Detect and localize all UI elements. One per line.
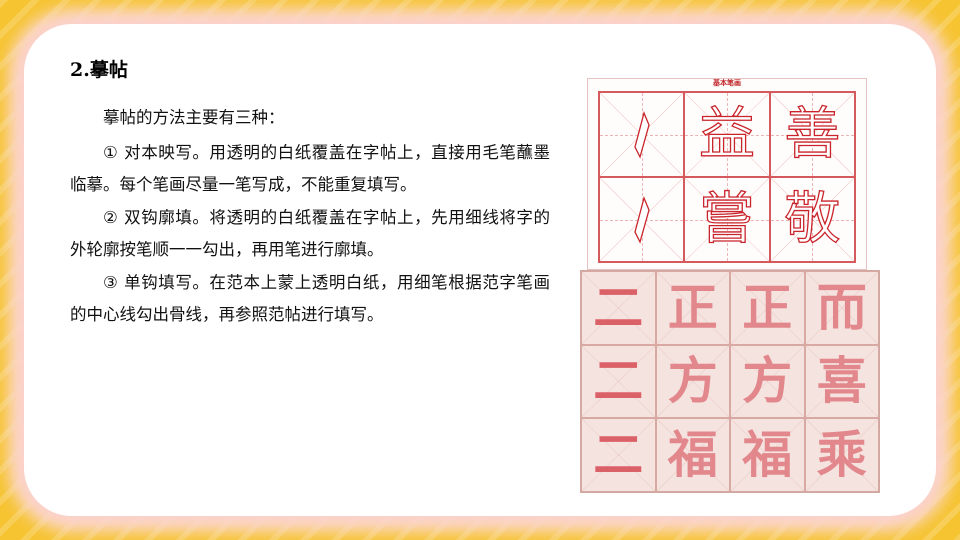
image-caption: 基本笔画 [713,79,741,87]
grid-cell-stroke [599,177,685,262]
slide-title: 2.摹帖 [70,59,128,81]
practice-char: 二 [593,425,644,485]
practice-char: 二 [593,277,644,337]
practice-cell: 喜 [804,344,879,419]
outline-char: 敬 [784,186,841,252]
practice-char: 正 [742,277,793,337]
method-3-paragraph: ③ 单钩填写。在范本上蒙上透明白纸，用细笔根据范字笔画的中心线勾出骨线，再参照范… [70,272,550,325]
practice-char: 正 [667,277,718,337]
practice-cell: 方 [655,344,730,419]
intro-paragraph: 摹帖的方法主要有三种： [103,108,285,127]
practice-char: 福 [667,425,718,485]
practice-char: 二 [593,351,644,411]
practice-cell: 乘 [804,418,879,492]
practice-cell: 福 [655,418,730,492]
dot-stroke-icon [633,195,650,244]
grid-cell: 善 [769,92,855,177]
outline-calligraphy-image: 基本笔画 益 善 嘗 敬 [587,78,867,270]
practice-cell: 二 [581,271,656,345]
outline-grid: 益 善 嘗 敬 [598,91,856,263]
grid-cell-stroke [599,92,685,177]
practice-cell: 福 [730,418,805,492]
practice-cell: 正 [730,271,805,345]
grid-cell: 敬 [769,177,855,262]
grid-cell: 益 [684,92,770,177]
practice-char: 乘 [816,425,867,485]
method-1-paragraph: ① 对本映写。用透明的白纸覆盖在字帖上，直接用毛笔蘸墨临摹。每个笔画尽量一笔写成… [70,142,550,195]
practice-char: 而 [816,277,867,337]
practice-char: 福 [742,425,793,485]
practice-char: 喜 [816,351,867,411]
practice-cell: 而 [804,271,879,345]
grid-cell: 嘗 [684,177,770,262]
practice-cell: 二 [581,418,656,492]
dot-stroke-icon [633,110,650,159]
practice-char: 方 [742,351,793,411]
practice-cell: 正 [655,271,730,345]
practice-cell: 二 [581,344,656,419]
practice-char: 方 [667,351,718,411]
practice-cell: 方 [730,344,805,419]
outline-char: 嘗 [698,186,755,252]
outline-char: 善 [784,101,841,167]
practice-sheet-image: 二 正 正 而 二 方 方 喜 二 福 福 乘 [580,270,880,493]
text-column: 2.摹帖 摹帖的方法主要有三种： ① 对本映写。用透明的白纸覆盖在字帖上，直接用… [70,56,550,332]
method-2-paragraph: ② 双钩廓填。将透明的白纸覆盖在字帖上，先用细线将字的外轮廓按笔顺一一勾出，再用… [70,207,550,260]
outline-char: 益 [698,101,755,167]
